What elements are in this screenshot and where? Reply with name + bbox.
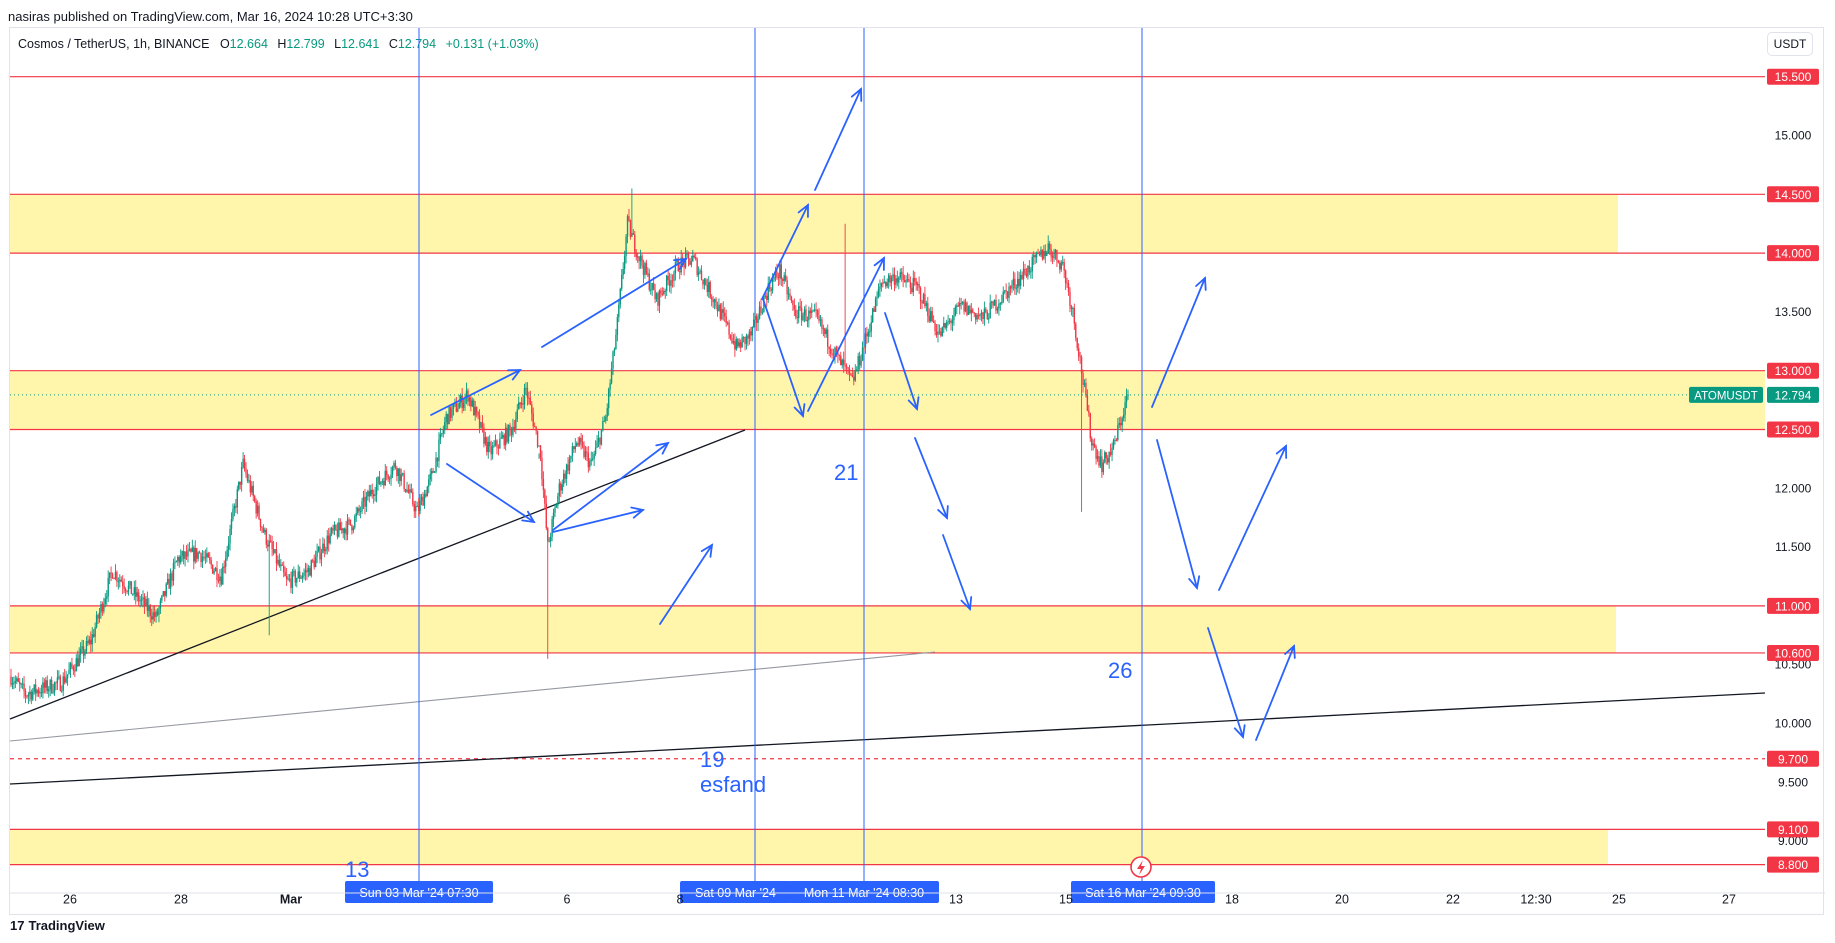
change-value: +0.131 (+1.03%) [445,37,539,51]
currency-button[interactable]: USDT [1767,32,1813,56]
low-value: 12.641 [341,37,380,51]
tradingview-footer[interactable]: 17 TradingView [10,918,105,933]
chart-frame [9,27,1824,915]
close-label: C [388,37,398,51]
high-label: H [277,37,287,51]
close-value: 12.794 [397,37,437,51]
symbol-title[interactable]: Cosmos / TetherUS, 1h, BINANCE [18,37,210,51]
symbol-info-bar[interactable]: Cosmos / TetherUS, 1h, BINANCE O12.664 H… [18,37,545,51]
open-label: O [219,37,230,51]
tradingview-logo-icon: 17 [10,918,25,933]
high-value: 12.799 [286,37,325,51]
open-value: 12.664 [229,37,268,51]
published-header: nasiras published on TradingView.com, Ma… [8,9,413,24]
low-label: L [334,37,342,51]
footer-brand: TradingView [28,918,105,933]
